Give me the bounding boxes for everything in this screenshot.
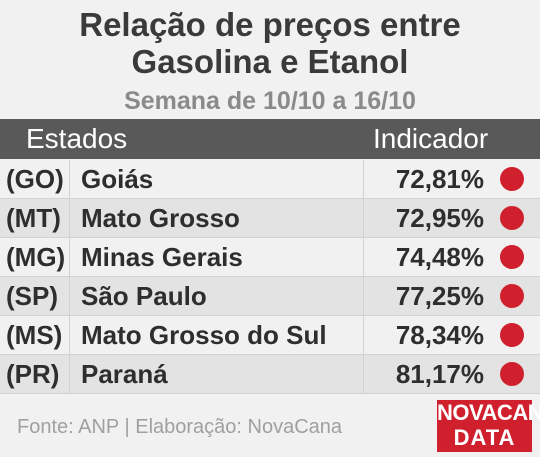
table-row: (MT) Mato Grosso 72,95% [0, 199, 540, 238]
state-abbreviation: (MG) [6, 242, 66, 272]
novacana-data-logo: NOVACANA DATA [437, 400, 540, 452]
column-divider [69, 160, 70, 394]
logo-line-2: DATA [453, 425, 516, 450]
logo-line-1: NOVACANA [437, 400, 540, 425]
state-abbreviation: (MT) [6, 203, 61, 233]
status-dot-icon [500, 167, 524, 191]
title-line-2: Gasolina e Etanol [131, 43, 409, 80]
status-dot-icon [500, 323, 524, 347]
column-divider [363, 160, 364, 394]
state-name: Mato Grosso [81, 203, 240, 233]
indicator-value: 77,25% [395, 281, 484, 311]
chart-title: Relação de preços entre Gasolina e Etano… [0, 6, 540, 80]
column-header-states: Estados [26, 123, 128, 154]
indicator-value: 74,48% [395, 242, 484, 272]
column-header-indicator: Indicador [373, 123, 489, 154]
state-name: Mato Grosso do Sul [81, 320, 327, 350]
indicator-value: 72,95% [395, 203, 484, 233]
source-note: Fonte: ANP | Elaboração: NovaCana [17, 416, 343, 438]
table-header: Estados Indicador [0, 119, 540, 159]
state-name: São Paulo [81, 281, 207, 311]
table-row: (PR) Paraná 81,17% [0, 355, 540, 394]
table-row: (MG) Minas Gerais 74,48% [0, 238, 540, 277]
chart-subtitle: Semana de 10/10 a 16/10 [124, 87, 416, 115]
table-row: (MS) Mato Grosso do Sul 78,34% [0, 316, 540, 355]
title-line-1: Relação de preços entre [79, 6, 461, 43]
status-dot-icon [500, 284, 524, 308]
state-abbreviation: (PR) [6, 359, 60, 389]
state-abbreviation: (GO) [6, 164, 64, 194]
table-row: (GO) Goiás 72,81% [0, 160, 540, 199]
status-dot-icon [500, 206, 524, 230]
state-name: Minas Gerais [81, 242, 243, 272]
indicator-value: 72,81% [395, 164, 484, 194]
status-dot-icon [500, 245, 524, 269]
table-row: (SP) São Paulo 77,25% [0, 277, 540, 316]
indicator-value: 78,34% [395, 320, 484, 350]
state-abbreviation: (MS) [6, 320, 63, 350]
state-name: Paraná [81, 359, 168, 389]
indicator-value: 81,17% [395, 359, 484, 389]
state-name: Goiás [81, 164, 154, 194]
table-body: (GO) Goiás 72,81% (MT) Mato Grosso 72,95% (MG)… [0, 160, 540, 394]
state-abbreviation: (SP) [6, 281, 58, 311]
status-dot-icon [500, 362, 524, 386]
